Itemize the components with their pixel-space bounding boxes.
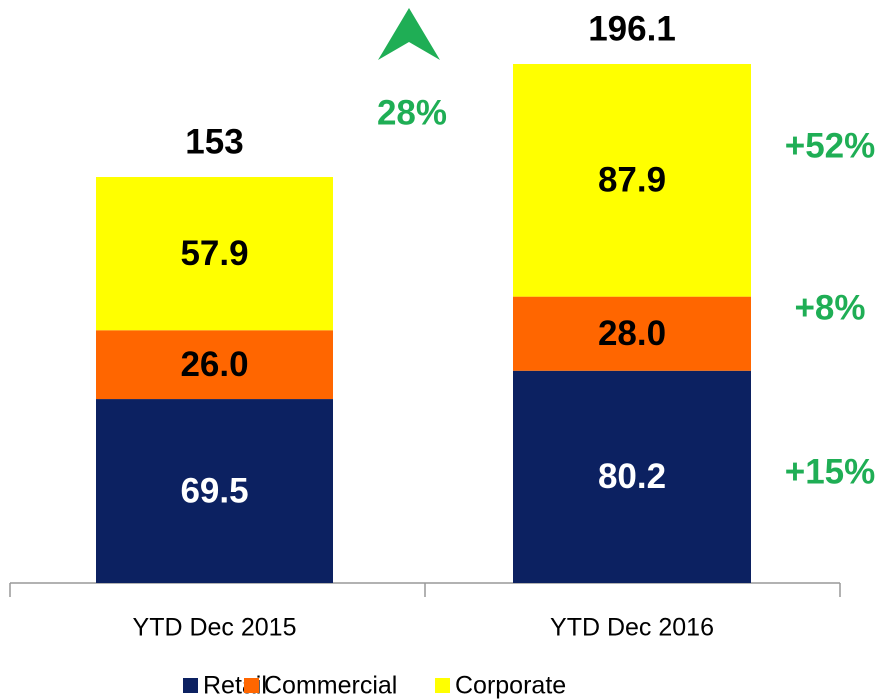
growth-arrow bbox=[378, 8, 440, 60]
legend-swatch bbox=[183, 678, 198, 693]
total-label: 196.1 bbox=[588, 9, 676, 48]
segment-label: 28.0 bbox=[598, 314, 666, 353]
bar-segment bbox=[513, 64, 751, 297]
category-label: YTD Dec 2016 bbox=[550, 614, 714, 642]
bar-segment bbox=[513, 296, 751, 371]
legend-swatch bbox=[435, 678, 450, 693]
segment-label: 26.0 bbox=[180, 345, 248, 384]
change-label: +15% bbox=[785, 452, 876, 491]
total-growth: 28% bbox=[377, 93, 447, 132]
total-label: 153 bbox=[185, 122, 243, 161]
segment-label: 69.5 bbox=[180, 471, 248, 510]
legend-label: Commercial bbox=[264, 672, 397, 699]
change-label: +52% bbox=[785, 126, 876, 165]
bar-segment bbox=[96, 177, 333, 331]
category-label: YTD Dec 2015 bbox=[133, 614, 297, 642]
segment-label: 57.9 bbox=[180, 234, 248, 273]
segment-label: 87.9 bbox=[598, 161, 666, 200]
change-label: +8% bbox=[794, 288, 865, 327]
bar-segment bbox=[513, 370, 751, 583]
legend-label: Corporate bbox=[455, 672, 566, 699]
segment-label: 80.2 bbox=[598, 457, 666, 496]
bar-segment bbox=[96, 399, 333, 583]
bar-segment bbox=[96, 330, 333, 400]
legend-swatch bbox=[244, 678, 259, 693]
